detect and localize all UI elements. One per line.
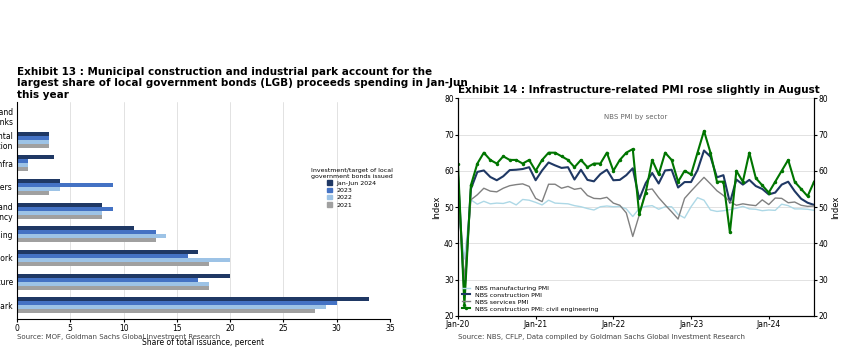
Bar (17, 135, 49, 140)
Text: NBS PMI by sector: NBS PMI by sector (605, 113, 667, 119)
Bar (17, 254, 187, 258)
Bar (17, 140, 49, 144)
NBS construction PMI: civil engineering: (44, 57): civil engineering: (44, 57) (738, 180, 748, 184)
NBS services PMI (466, 198, 476, 202)
Bar (17, 305, 326, 309)
NBS construction PMI (660, 168, 670, 173)
Y-axis label: Index: Index (831, 196, 840, 219)
Text: Exhibit 13 : Municipal construction and industrial park account for the
largest : Exhibit 13 : Municipal construction and … (17, 67, 468, 100)
Line: NBS manufacturing PMI: NBS manufacturing PMI (458, 198, 814, 259)
Legend: NBS manufacturing PMI, NBS construction PMI, NBS services PMI, NBS construction : NBS manufacturing PMI, NBS construction … (461, 284, 600, 313)
NBS services PMI (809, 204, 819, 208)
NBS construction PMI (466, 187, 476, 191)
Bar (17, 309, 315, 313)
Bar (17, 191, 49, 195)
Text: Source: NBS, CFLP, Data compiled by Goldman Sachs Global Investment Research: Source: NBS, CFLP, Data compiled by Gold… (458, 335, 745, 340)
Bar (17, 155, 54, 159)
Bar (17, 163, 28, 167)
NBS manufacturing PMI (453, 205, 463, 209)
NBS construction PMI: civil engineering: (2, 56): civil engineering: (2, 56) (466, 183, 476, 187)
NBS construction PMI: civil engineering: (55, 57): civil engineering: (55, 57) (809, 180, 819, 184)
NBS services PMI (738, 202, 748, 206)
NBS construction PMI: civil engineering: (21, 62): civil engineering: (21, 62) (589, 161, 599, 166)
Bar (17, 238, 155, 242)
Legend: Jan-Jun 2024, 2023, 2022, 2021: Jan-Jun 2024, 2023, 2022, 2021 (309, 166, 394, 210)
NBS manufacturing PMI (460, 257, 470, 261)
Bar (17, 273, 230, 278)
NBS manufacturing PMI (809, 208, 819, 212)
NBS services PMI (679, 196, 689, 200)
Bar (17, 207, 113, 211)
Bar (17, 301, 337, 305)
Line: NBS construction PMI: NBS construction PMI (458, 151, 814, 294)
Bar (17, 286, 209, 290)
Bar (17, 159, 28, 163)
NBS services PMI (660, 203, 670, 207)
Bar (17, 282, 209, 286)
Bar (17, 234, 166, 238)
Bar (17, 132, 49, 135)
Bar (17, 214, 103, 219)
NBS manufacturing PMI (699, 198, 709, 202)
NBS services PMI (453, 191, 463, 195)
NBS services PMI (460, 278, 470, 282)
Bar (17, 179, 59, 183)
NBS construction PMI: civil engineering: (1, 23): civil engineering: (1, 23) (460, 303, 470, 307)
NBS construction PMI (738, 183, 748, 187)
Bar (17, 250, 198, 254)
NBS services PMI (693, 182, 703, 186)
NBS manufacturing PMI (693, 196, 703, 200)
NBS construction PMI: civil engineering: (37, 65): civil engineering: (37, 65) (693, 151, 703, 155)
NBS services PMI (699, 175, 709, 179)
Bar (17, 262, 209, 266)
Bar (17, 187, 59, 191)
Bar (17, 278, 198, 282)
NBS construction PMI (809, 203, 819, 207)
NBS construction PMI: civil engineering: (38, 71): civil engineering: (38, 71) (699, 129, 709, 133)
Bar (17, 167, 28, 171)
NBS manufacturing PMI (466, 198, 476, 202)
Line: NBS services PMI: NBS services PMI (458, 177, 814, 280)
Bar (17, 144, 49, 148)
NBS construction PMI (460, 292, 470, 296)
Bar (17, 230, 155, 234)
Bar (17, 226, 134, 230)
NBS manufacturing PMI (660, 205, 670, 209)
Bar (17, 297, 369, 301)
Text: Exhibit 14 : Infrastructure-related PMI rose slightly in August: Exhibit 14 : Infrastructure-related PMI … (458, 85, 820, 95)
NBS construction PMI: civil engineering: (32, 65): civil engineering: (32, 65) (660, 151, 670, 155)
NBS construction PMI (679, 180, 689, 184)
NBS services PMI (589, 196, 599, 200)
NBS construction PMI (453, 172, 463, 177)
NBS construction PMI (693, 168, 703, 172)
Line: NBS construction PMI: civil engineering: NBS construction PMI: civil engineering (456, 129, 816, 307)
X-axis label: Share of total issuance, percent: Share of total issuance, percent (142, 338, 265, 347)
Bar (17, 183, 113, 187)
NBS construction PMI (699, 148, 709, 153)
NBS construction PMI (589, 179, 599, 184)
NBS manufacturing PMI (679, 216, 689, 220)
Bar (17, 203, 103, 207)
NBS construction PMI: civil engineering: (0, 62): civil engineering: (0, 62) (453, 161, 463, 166)
NBS construction PMI: civil engineering: (35, 60): civil engineering: (35, 60) (679, 169, 689, 173)
Bar (17, 211, 103, 214)
NBS manufacturing PMI (589, 208, 599, 212)
NBS manufacturing PMI (738, 204, 748, 208)
Y-axis label: Index: Index (432, 196, 441, 219)
Text: Source: MOF, Goldman Sachs Global Investment Research: Source: MOF, Goldman Sachs Global Invest… (17, 335, 220, 340)
Bar (17, 258, 230, 262)
